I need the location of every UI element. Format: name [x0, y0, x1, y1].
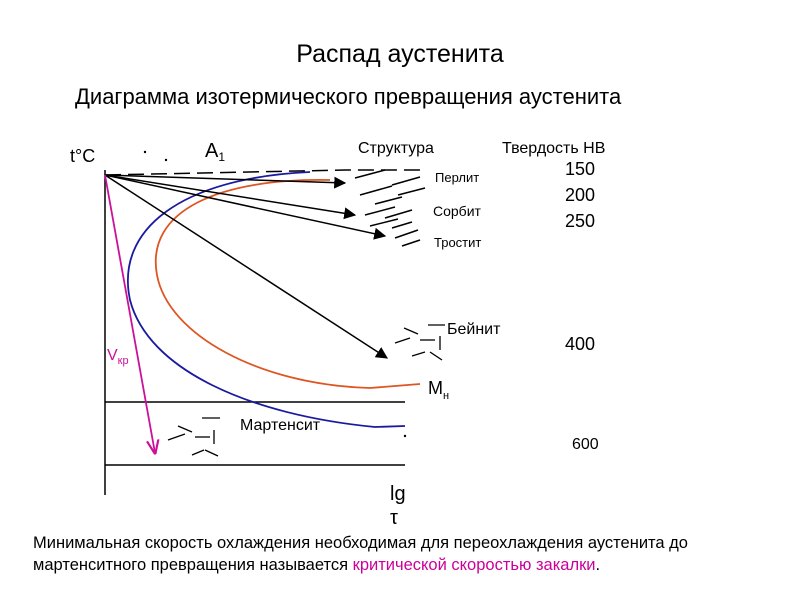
martensit-sketch	[167, 417, 220, 457]
caption-text: Минимальная скорость охлаждения необходи…	[33, 534, 688, 574]
structure-name-trostit: Тростит	[434, 235, 481, 250]
caption-highlight: критической скоростью закалки	[352, 556, 596, 574]
slide-subtitle: Диаграмма изотермического превращения ау…	[75, 84, 622, 109]
structure-name-bainit: Бейнит	[447, 321, 501, 338]
caption-tail: .	[595, 556, 601, 574]
structure-header: Структура	[358, 140, 434, 157]
trostit-sketch	[391, 221, 421, 247]
transformation-end-curve	[154, 179, 421, 389]
sorbit-sketch	[364, 196, 413, 227]
cooling-arrow-perlit	[104, 174, 347, 189]
hardness-value-perlit: 150	[565, 159, 595, 179]
bainit-sketch	[394, 324, 445, 361]
slide-title: Распад аустенита	[296, 40, 504, 68]
y-axis-label: t°C	[70, 146, 95, 166]
structure-name-martensit: Мартенсит	[240, 417, 321, 434]
hardness-header: Твердость НВ	[502, 140, 605, 157]
hardness-value-martensit: 600	[572, 436, 599, 453]
cooling-arrow-bainit	[104, 174, 389, 359]
vkr-label: Vкр	[107, 347, 129, 367]
x-axis-label-tau: τ	[390, 507, 398, 529]
transformation-start-curve	[127, 171, 406, 428]
structure-name-sorbit: Сорбит	[433, 203, 482, 219]
structure-name-perlit: Перлит	[435, 170, 479, 185]
hardness-value-trostit: 250	[565, 211, 595, 231]
hardness-value-bainit: 400	[565, 334, 595, 354]
critical-rate-arrow	[104, 174, 155, 453]
x-axis-label-lg: lg	[390, 483, 406, 505]
a1-label: A1	[205, 140, 225, 164]
perlit-sketch	[354, 169, 426, 196]
a1-dashed-line	[104, 169, 420, 176]
caption: Минимальная скорость охлаждения необходи…	[33, 532, 778, 576]
cooling-arrow-sorbit	[104, 174, 357, 220]
cooling-arrow-trostit	[104, 174, 387, 240]
mn-label: Mн	[428, 378, 449, 402]
hardness-value-sorbit: 200	[565, 185, 595, 205]
